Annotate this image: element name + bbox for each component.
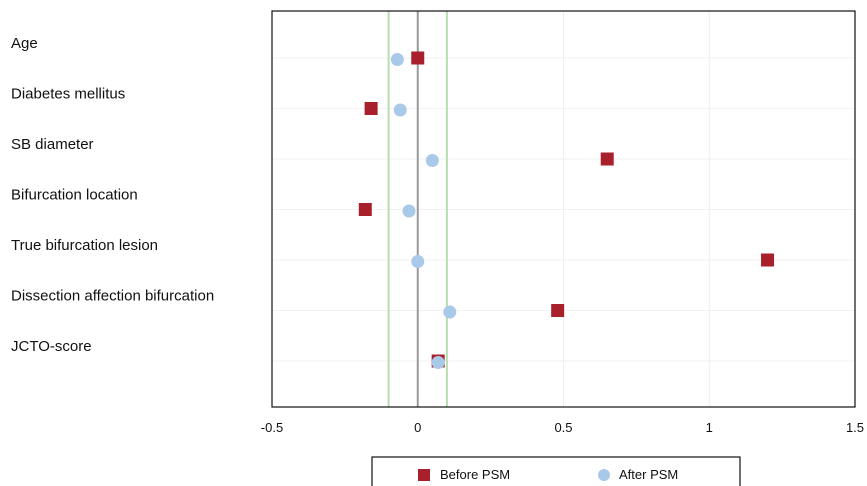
plot-frame: [271, 10, 856, 408]
before-psm-point: [600, 152, 614, 166]
legend-box: [371, 456, 741, 486]
after-psm-point: [431, 356, 445, 369]
before-psm-point: [761, 253, 775, 267]
x-tick-labels: -0.5 0 0.5 1 1.5: [261, 420, 864, 435]
data-marks: [358, 51, 775, 369]
category-label: Diabetes mellitus: [11, 86, 125, 103]
category-label: JCTO-score: [11, 338, 92, 355]
x-tick-label: 0.5: [554, 420, 572, 435]
after-psm-point: [411, 255, 425, 268]
category-label: Bifurcation location: [11, 187, 138, 204]
before-psm-point: [551, 304, 565, 317]
x-tick-label: 1.5: [846, 420, 864, 435]
legend: Before PSM After PSM: [371, 456, 741, 486]
category-label: True bifurcation lesion: [11, 237, 158, 254]
reference-lines: [387, 11, 448, 407]
category-label: Age: [11, 35, 38, 52]
legend-label-before-psm: Before PSM: [440, 467, 510, 482]
after-psm-point: [402, 204, 416, 218]
x-tick-label: 1: [706, 420, 713, 435]
x-tick-label: 0: [414, 420, 421, 435]
before-psm-point: [364, 102, 378, 115]
category-label: Dissection affection bifurcation: [11, 288, 214, 305]
before-psm-point: [411, 51, 425, 65]
legend-marker-before-psm: [418, 469, 430, 481]
legend-marker-after-psm: [598, 469, 610, 481]
category-label: SB diameter: [11, 136, 94, 153]
x-tick-label: -0.5: [261, 420, 283, 435]
before-psm-point: [358, 203, 372, 216]
after-psm-point: [443, 305, 457, 319]
after-psm-point: [393, 103, 407, 117]
category-labels: Age Diabetes mellitus SB diameter Bifurcati…: [11, 35, 214, 355]
after-psm-point: [425, 154, 439, 167]
legend-label-after-psm: After PSM: [619, 467, 678, 482]
after-psm-point: [390, 53, 404, 66]
